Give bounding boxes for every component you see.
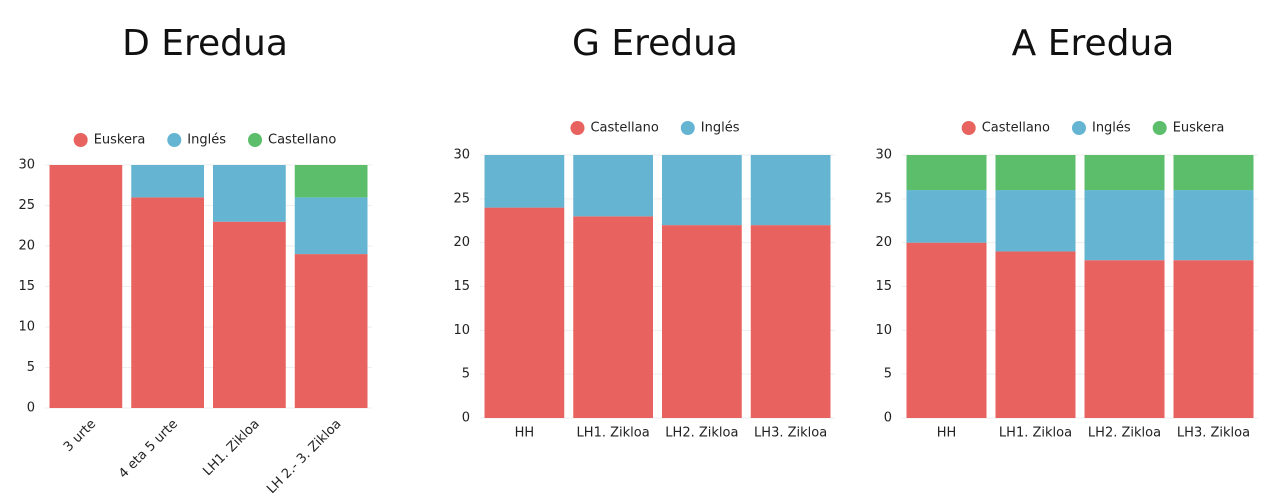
y-tick-label: 30 xyxy=(875,148,892,163)
bar-segment xyxy=(573,155,653,217)
bar-segment xyxy=(662,155,742,226)
y-tick-label: 0 xyxy=(884,411,892,426)
x-tick-label: LH3. Zikloa xyxy=(1177,426,1250,441)
legend-marker xyxy=(961,121,976,135)
bar-segment xyxy=(131,165,204,198)
legend-label: Inglés xyxy=(1092,121,1131,136)
chart-title: D Eredua xyxy=(122,23,288,64)
y-tick-label: 30 xyxy=(453,148,470,163)
bar-segment xyxy=(1173,190,1254,261)
bar-segment xyxy=(294,165,368,198)
bar-segment xyxy=(906,155,987,191)
y-tick-label: 0 xyxy=(27,401,35,416)
bar-segment xyxy=(906,242,987,418)
chart-title: A Eredua xyxy=(1012,23,1175,64)
y-tick-label: 25 xyxy=(453,191,470,206)
x-tick-label: LH2. Zikloa xyxy=(665,426,738,441)
y-tick-label: 15 xyxy=(18,279,35,294)
y-tick-label: 20 xyxy=(453,235,470,250)
x-tick-label: LH1. Zikloa xyxy=(577,426,650,441)
x-tick-label: LH2. Zikloa xyxy=(1088,426,1161,441)
y-tick-label: 15 xyxy=(453,279,470,294)
bar-segment xyxy=(49,165,123,408)
legend-label: Euskera xyxy=(94,133,146,148)
legend-marker xyxy=(570,121,585,135)
y-tick-label: 25 xyxy=(875,191,892,206)
x-tick-label: LH 2.- 3. Zikloa xyxy=(264,417,344,497)
y-tick-label: 10 xyxy=(875,323,892,338)
x-tick-label: LH3. Zikloa xyxy=(754,426,827,441)
legend-marker xyxy=(248,133,263,147)
x-tick-label: HH xyxy=(515,426,535,441)
x-tick-label: LH1. Zikloa xyxy=(999,426,1072,441)
legend-label: Euskera xyxy=(1173,121,1225,136)
y-tick-label: 5 xyxy=(462,367,470,382)
legend-marker xyxy=(167,133,182,147)
bar-segment xyxy=(1173,155,1254,191)
x-tick-label: HH xyxy=(937,426,957,441)
y-tick-label: 20 xyxy=(18,239,35,254)
legend-marker xyxy=(680,121,695,135)
y-tick-label: 10 xyxy=(18,320,35,335)
y-tick-label: 0 xyxy=(462,411,470,426)
bar-segment xyxy=(294,254,368,408)
y-tick-label: 10 xyxy=(453,323,470,338)
bar-segment xyxy=(213,165,286,222)
legend-label: Castellano xyxy=(268,133,336,148)
bar-segment xyxy=(995,155,1076,191)
x-tick-label: 3 urte xyxy=(61,417,99,455)
y-tick-label: 5 xyxy=(884,367,892,382)
bar-segment xyxy=(131,197,204,408)
bar-segment xyxy=(573,216,653,418)
bar-segment xyxy=(213,221,286,408)
y-tick-label: 25 xyxy=(18,198,35,213)
legend-label: Castellano xyxy=(982,121,1050,136)
legend-label: Castellano xyxy=(590,121,658,136)
x-tick-label: LH1. Zikloa xyxy=(200,417,262,479)
bar-segment xyxy=(1084,190,1165,261)
bar-segment xyxy=(484,155,565,208)
chart-title: G Eredua xyxy=(572,23,738,64)
y-tick-label: 5 xyxy=(27,360,35,375)
bar-segment xyxy=(294,197,368,255)
x-tick-label: 4 eta 5 urte xyxy=(116,417,181,482)
bar-segment xyxy=(1173,260,1254,418)
legend-label: Inglés xyxy=(187,133,226,148)
bar-segment xyxy=(1084,155,1165,191)
bar-segment xyxy=(662,225,742,418)
bar-segment xyxy=(995,190,1076,252)
bar-segment xyxy=(995,251,1076,418)
bar-segment xyxy=(906,190,987,243)
legend-marker xyxy=(1152,121,1167,135)
bar-segment xyxy=(484,207,565,418)
legend-label: Inglés xyxy=(701,121,740,136)
y-tick-label: 20 xyxy=(875,235,892,250)
legend-marker xyxy=(1071,121,1086,135)
legend-marker xyxy=(73,133,88,147)
bar-segment xyxy=(1084,260,1165,418)
y-tick-label: 15 xyxy=(875,279,892,294)
bar-segment xyxy=(750,155,831,226)
bar-segment xyxy=(750,225,831,418)
y-tick-label: 30 xyxy=(18,158,35,173)
